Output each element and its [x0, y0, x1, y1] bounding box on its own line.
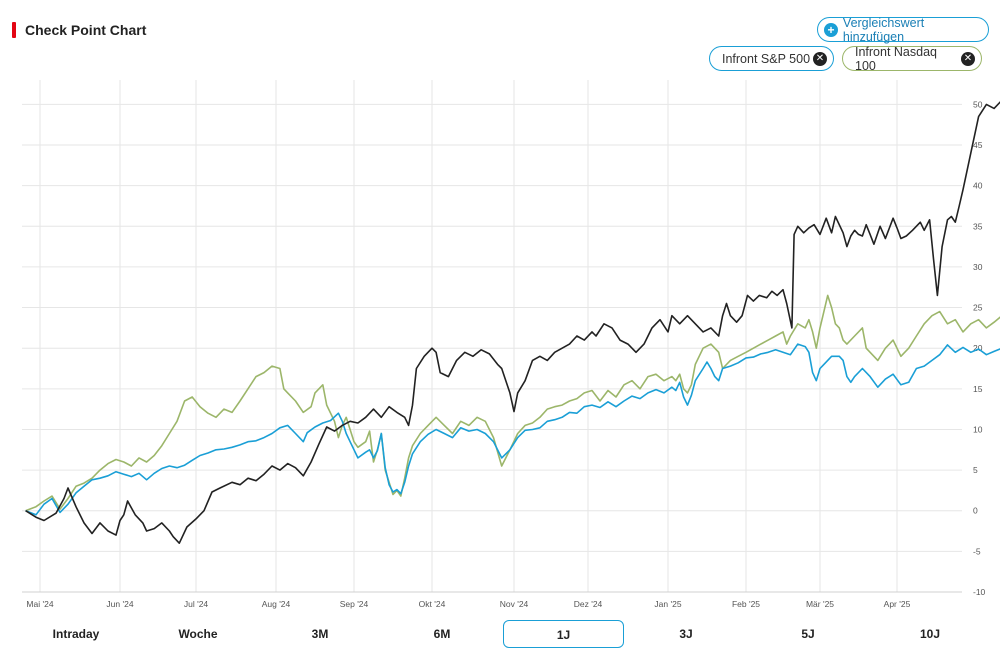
y-tick-label: 50: [973, 99, 983, 109]
x-tick-label: Mai '24: [26, 599, 53, 609]
y-tick-label: 35: [973, 221, 983, 231]
x-tick-label: Okt '24: [419, 599, 446, 609]
chart-header: Check Point Chart: [12, 18, 146, 42]
y-tick-label: 45: [973, 140, 983, 150]
x-tick-label: Nov '24: [500, 599, 529, 609]
x-tick-label: Sep '24: [340, 599, 369, 609]
tab-3j[interactable]: 3J: [679, 627, 693, 641]
series-line-check-point: [25, 101, 1000, 544]
y-tick-label: -10: [973, 587, 986, 597]
y-tick-label: -5: [973, 546, 981, 556]
title-accent-bar: [12, 22, 16, 38]
x-tick-label: Mär '25: [806, 599, 834, 609]
range-tabs: Intraday Woche 3M 6M 1J 3J 5J 10J: [0, 620, 1000, 650]
x-tick-label: Jun '24: [106, 599, 133, 609]
series-line-infront-nasdaq-100: [25, 294, 1000, 512]
y-tick-label: 15: [973, 384, 983, 394]
add-compare-button[interactable]: + Vergleichswert hinzufügen: [817, 15, 989, 44]
y-tick-label: 10: [973, 424, 983, 434]
y-axis-ticks: -10 -5 0 5 10 15 20 25 30 35 40 45 50: [973, 99, 986, 597]
chart-title: Check Point Chart: [25, 22, 147, 38]
close-icon[interactable]: ✕: [961, 51, 975, 66]
x-tick-label: Feb '25: [732, 599, 760, 609]
add-compare-label: Vergleichswert hinzufügen: [842, 15, 925, 44]
x-axis-ticks: Mai '24 Jun '24 Jul '24 Aug '24 Sep '24 Okt '…: [26, 599, 910, 609]
x-tick-label: Jan '25: [654, 599, 681, 609]
tab-6m[interactable]: 6M: [433, 627, 451, 641]
compare-chip-sp500: Infront S&P 500 ✕: [709, 46, 834, 71]
chart-grid: [22, 80, 962, 593]
tab-3m[interactable]: 3M: [311, 627, 329, 641]
y-tick-label: 25: [973, 303, 983, 313]
y-tick-label: 30: [973, 262, 983, 272]
tab-intraday[interactable]: Intraday: [52, 627, 100, 641]
plus-icon: +: [824, 22, 838, 37]
chart-series: [25, 101, 1000, 544]
x-tick-label: Dez '24: [574, 599, 603, 609]
chip-label: Infront Nasdaq 100: [855, 44, 937, 73]
series-line-infront-s-p-500: [25, 343, 1000, 516]
y-tick-label: 5: [973, 465, 978, 475]
tab-woche[interactable]: Woche: [178, 627, 218, 641]
x-tick-label: Apr '25: [884, 599, 911, 609]
close-icon[interactable]: ✕: [813, 51, 827, 66]
tab-10j[interactable]: 10J: [919, 627, 941, 641]
compare-chip-nasdaq100: Infront Nasdaq 100 ✕: [842, 44, 982, 73]
x-tick-label: Aug '24: [262, 599, 291, 609]
y-tick-label: 40: [973, 181, 983, 191]
y-tick-label: 0: [973, 506, 978, 516]
chip-label: Infront S&P 500: [722, 51, 811, 66]
tab-1j[interactable]: 1J: [503, 620, 624, 648]
tab-5j[interactable]: 5J: [801, 627, 815, 641]
x-tick-label: Jul '24: [184, 599, 209, 609]
y-tick-label: 20: [973, 343, 983, 353]
